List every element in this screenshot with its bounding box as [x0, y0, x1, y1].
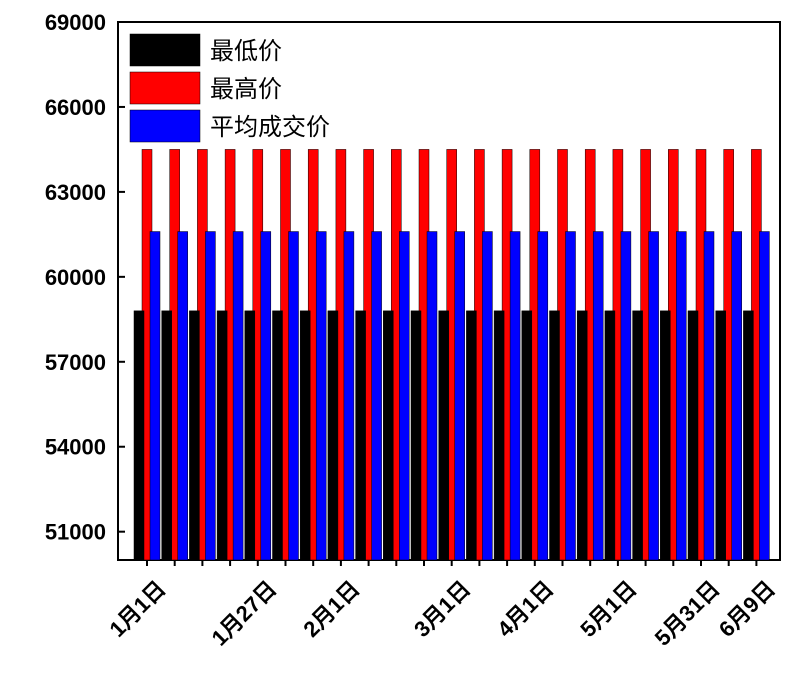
- bar: [565, 231, 576, 561]
- y-tick-label: 51000: [45, 520, 106, 545]
- bar: [576, 310, 588, 561]
- bar: [343, 231, 355, 561]
- bar: [521, 310, 533, 561]
- bar: [731, 231, 742, 561]
- bar: [743, 310, 754, 561]
- x-tick-label: 5月1日: [575, 576, 641, 642]
- bar: [715, 310, 726, 561]
- bar: [244, 310, 256, 561]
- x-tick-label: 2月1日: [298, 576, 364, 642]
- bar: [493, 310, 505, 561]
- bar: [189, 310, 200, 561]
- bar: [177, 231, 188, 561]
- bar: [383, 310, 394, 561]
- bar: [592, 231, 604, 561]
- x-tick-label: 3月1日: [409, 576, 475, 642]
- y-tick-label: 54000: [45, 435, 106, 460]
- bar: [620, 231, 632, 561]
- y-tick-label: 66000: [45, 95, 106, 120]
- bar: [149, 231, 161, 561]
- bar: [426, 231, 438, 561]
- bar: [410, 310, 422, 561]
- bar: [660, 310, 671, 561]
- legend-label: 最低价: [210, 38, 282, 65]
- bar: [759, 231, 770, 561]
- bar: [632, 310, 643, 561]
- bar: [537, 231, 549, 561]
- bar: [482, 231, 493, 561]
- legend-label: 最高价: [210, 76, 282, 103]
- y-tick-label: 63000: [45, 180, 106, 205]
- bar: [703, 231, 715, 561]
- y-tick-label: 69000: [45, 10, 106, 35]
- legend-swatch: [129, 71, 201, 105]
- bars: [133, 149, 770, 561]
- bar: [272, 310, 283, 561]
- bar: [355, 310, 366, 561]
- bar: [676, 231, 687, 561]
- bar: [232, 231, 244, 561]
- bar: [648, 231, 659, 561]
- bar: [438, 310, 449, 561]
- x-tick-label: 1月27日: [207, 576, 282, 651]
- x-tick-label: 5月31日: [650, 576, 725, 651]
- bar: [161, 310, 172, 561]
- bar: [205, 231, 216, 561]
- x-tick-label: 6月9日: [714, 576, 780, 642]
- bar: [454, 231, 465, 561]
- y-tick-label: 60000: [45, 265, 106, 290]
- legend-label: 平均成交价: [210, 114, 330, 141]
- bar: [288, 231, 299, 561]
- bar: [315, 231, 327, 561]
- bar: [399, 231, 410, 561]
- bar: [216, 310, 228, 561]
- bar: [327, 310, 339, 561]
- bar: [687, 310, 699, 561]
- legend-swatch: [129, 33, 201, 67]
- bar: [260, 231, 272, 561]
- bar: [371, 231, 382, 561]
- bar: [549, 310, 560, 561]
- legend-swatch: [129, 109, 201, 143]
- bar: [299, 310, 311, 561]
- bar: [466, 310, 477, 561]
- bar: [133, 310, 145, 561]
- x-tick-label: 1月1日: [104, 576, 170, 642]
- x-tick-label: 4月1日: [492, 576, 558, 642]
- y-tick-label: 57000: [45, 350, 106, 375]
- bar: [604, 310, 616, 561]
- bar: [509, 231, 521, 561]
